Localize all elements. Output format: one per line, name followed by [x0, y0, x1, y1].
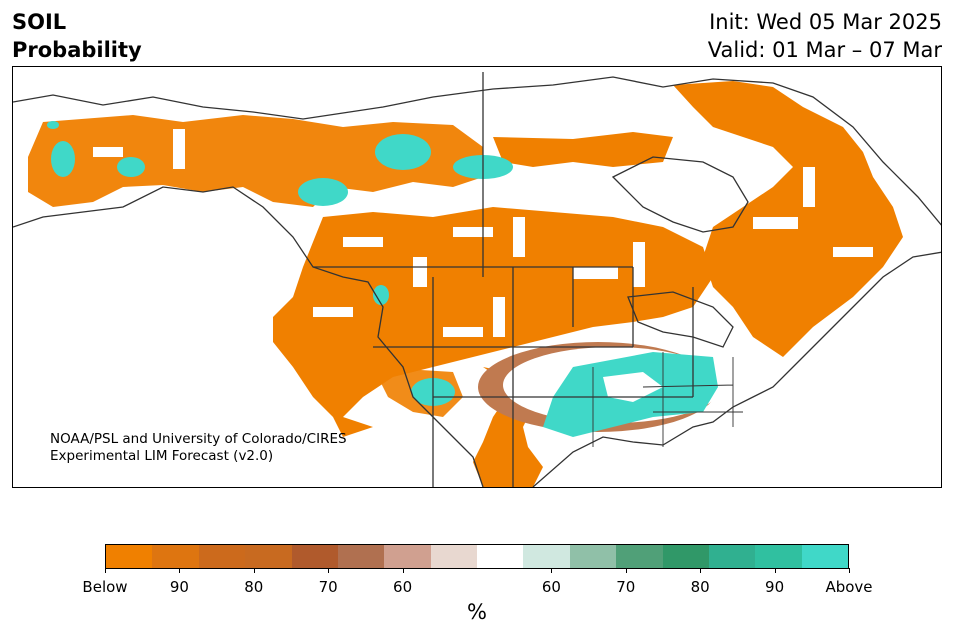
below-normal-areas: [28, 81, 903, 487]
color-legend-segment: [616, 545, 663, 568]
color-legend-tick: [849, 568, 850, 573]
color-legend-tick-label: 60: [393, 578, 413, 596]
valid-range: Valid: 01 Mar – 07 Mar: [707, 38, 942, 62]
map-panel: NOAA/PSL and University of Colorado/CIRE…: [12, 66, 942, 488]
color-legend-tick: [253, 568, 255, 573]
color-legend-tick: [551, 568, 553, 573]
chart-title: SOIL Probability: [12, 8, 142, 64]
color-legend-tick: [774, 568, 776, 573]
color-legend-tick-label: 70: [318, 578, 338, 596]
color-legend-tick-label: 90: [765, 578, 785, 596]
color-legend-tick: [328, 568, 330, 573]
boundaries: [13, 72, 941, 487]
color-legend-segment: [337, 545, 385, 568]
inset-lines: [592, 352, 743, 447]
color-legend-segment: [430, 545, 477, 568]
color-legend-segment: [569, 545, 617, 568]
date-info: Init: Wed 05 Mar 2025 Valid: 01 Mar – 07…: [708, 8, 942, 64]
color-legend-segment: [198, 545, 246, 568]
credit-text: NOAA/PSL and University of Colorado/CIRE…: [50, 431, 347, 465]
init-date: Init: Wed 05 Mar 2025: [709, 10, 942, 34]
color-legend-segment: [152, 545, 199, 568]
color-legend-segment: [384, 545, 431, 568]
credit-line-2: Experimental LIM Forecast (v2.0): [50, 448, 274, 464]
color-legend-tick: [625, 568, 627, 573]
color-legend-tick-label: 60: [541, 578, 561, 596]
color-legend-tick: [700, 568, 702, 573]
color-legend-segment: [523, 545, 570, 568]
color-legend-segment: [106, 545, 153, 568]
color-legend-segment: [245, 545, 292, 568]
color-legend-segment: [291, 545, 338, 568]
color-legend-tick: [105, 568, 106, 573]
color-legend-bar: [105, 544, 849, 569]
credit-line-1: NOAA/PSL and University of Colorado/CIRE…: [50, 431, 347, 447]
color-legend-tick: [402, 568, 404, 573]
neutral-gaps: [93, 129, 873, 337]
color-legend-tick-label: Above: [825, 578, 873, 596]
color-legend-tick-label: 80: [244, 578, 264, 596]
color-legend-segment: [801, 545, 848, 568]
above-normal-areas: [47, 121, 723, 437]
color-legend-segment: [662, 545, 709, 568]
color-legend-tick-label: Below: [82, 578, 128, 596]
product-type: Probability: [12, 38, 142, 62]
color-legend-labels: Below 90 80 70 60 60 70 80 90 Above: [82, 568, 873, 598]
color-legend-tick-label: 70: [616, 578, 636, 596]
color-legend-unit: %: [467, 600, 487, 624]
color-legend-tick-label: 90: [169, 578, 189, 596]
probability-map: [13, 72, 941, 487]
color-legend-segment: [477, 545, 524, 568]
color-legend-tick-label: 80: [690, 578, 710, 596]
variable-name: SOIL: [12, 10, 67, 34]
color-legend-segment: [755, 545, 802, 568]
color-legend-segment: [708, 545, 756, 568]
color-legend-tick: [179, 568, 181, 573]
